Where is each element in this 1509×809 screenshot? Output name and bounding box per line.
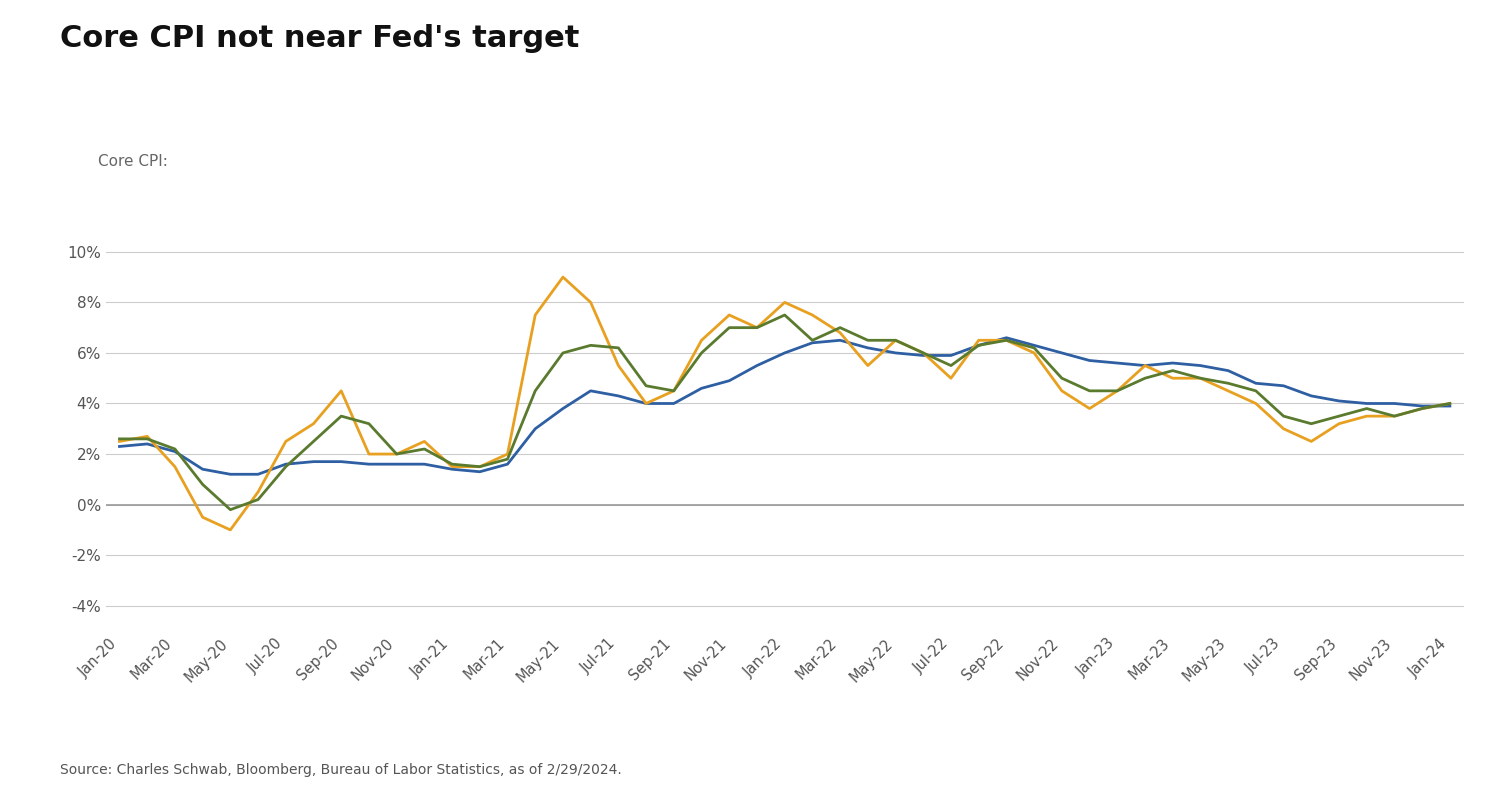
Text: Core CPI:: Core CPI: (98, 155, 167, 169)
Text: Source: Charles Schwab, Bloomberg, Bureau of Labor Statistics, as of 2/29/2024.: Source: Charles Schwab, Bloomberg, Burea… (60, 763, 622, 777)
Text: Core CPI not near Fed's target: Core CPI not near Fed's target (60, 24, 579, 53)
